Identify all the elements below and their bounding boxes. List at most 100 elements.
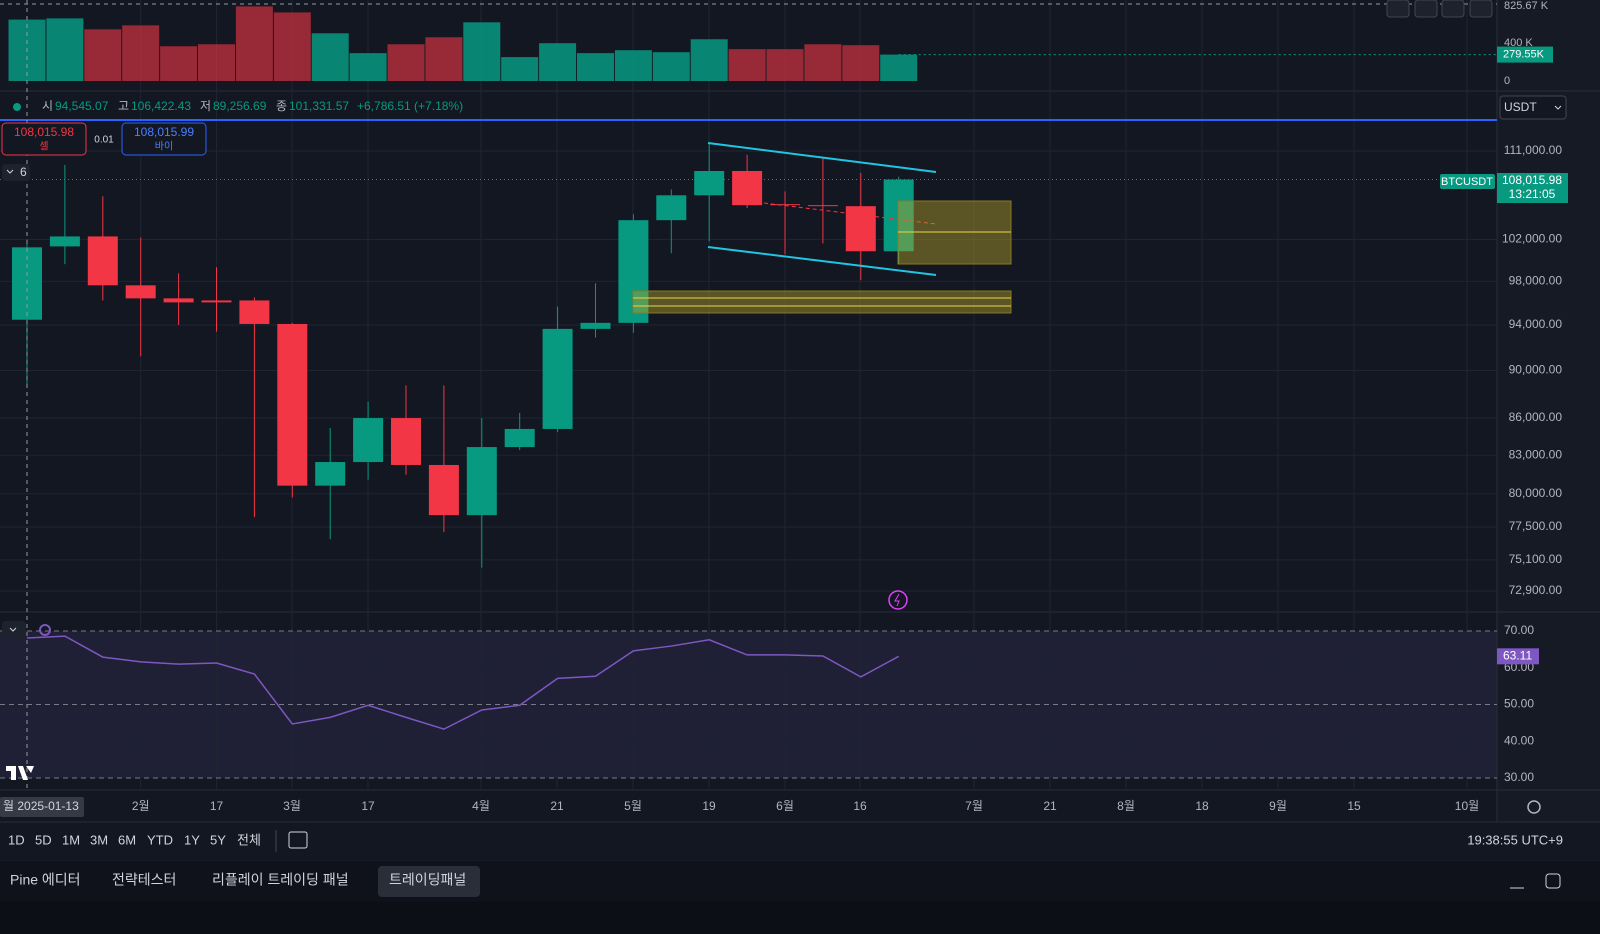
channel-line[interactable] (707, 142, 937, 173)
range-button[interactable]: 전체 (237, 832, 261, 847)
currency-label: USDT (1504, 100, 1537, 114)
candle-body (466, 447, 497, 516)
last-price-tag (1497, 173, 1568, 203)
volume-bar (122, 25, 160, 81)
candle-body (163, 298, 194, 303)
price-tick-label: 98,000.00 (1509, 274, 1563, 288)
volume-bar (46, 18, 84, 81)
x-tick-label: 16 (853, 799, 867, 813)
trend-dash[interactable] (763, 202, 937, 225)
x-tick-label: 9월 (1269, 799, 1287, 813)
volume-bar (577, 53, 614, 81)
range-button[interactable]: 5Y (210, 832, 226, 847)
volume-bar (728, 49, 766, 81)
range-button[interactable]: 1Y (184, 832, 200, 847)
order-quantity[interactable]: 0.01 (94, 135, 114, 146)
maximize-button[interactable] (1469, 0, 1493, 18)
panel-tab[interactable]: 트레이딩패널 (389, 872, 466, 888)
candle-body (542, 328, 573, 429)
price-tick-label: 83,000.00 (1509, 447, 1563, 461)
candle-body (580, 322, 611, 329)
candle-body (807, 205, 838, 207)
logo[interactable] (6, 766, 34, 780)
x-tick-label: 7월 (965, 799, 983, 813)
candle-body (87, 236, 118, 286)
volume-bar (198, 44, 235, 81)
currency-select[interactable] (1499, 95, 1567, 120)
panel-tab[interactable]: 전략테스터 (112, 872, 176, 888)
delete-button[interactable] (1414, 0, 1438, 18)
volume-current-label: 279.55K (1503, 48, 1545, 60)
x-tick-label: 19 (702, 799, 716, 813)
high-value: 106,422.43 (131, 99, 191, 113)
x-tick-label: 10월 (1455, 799, 1479, 813)
rsi-current-label: 63.11 (1503, 648, 1532, 662)
plot-background (0, 0, 1497, 822)
range-button[interactable]: 5D (35, 832, 52, 847)
range-button[interactable]: 1D (8, 832, 25, 847)
crosshair-date-tag (0, 797, 84, 817)
change-value: +6,786.51 (+7.18%) (357, 99, 463, 113)
x-tick-label: 17 (361, 799, 375, 813)
sell-button[interactable] (1, 122, 87, 156)
rsi-tick-label: 70.00 (1504, 623, 1534, 637)
candle-body (239, 300, 270, 324)
panel-tab[interactable]: 리플레이 트레이딩 패널 (212, 872, 349, 888)
bolt (894, 593, 900, 607)
sell-label: 셀 (39, 141, 48, 153)
indicator-toggle[interactable] (2, 164, 30, 181)
candle-body (201, 300, 232, 303)
move-down-button[interactable] (1386, 0, 1410, 18)
chevron (1554, 105, 1562, 110)
tab-bar (0, 861, 1600, 902)
low-label: 저 (200, 99, 211, 113)
crosshair-date: 월 2025-01-13 (3, 799, 79, 813)
symbol-tag (1440, 174, 1495, 189)
chevron (6, 169, 14, 174)
settings-icon[interactable] (1527, 800, 1541, 814)
volume-bar (425, 37, 463, 81)
price-tick-label: 90,000.00 (1509, 363, 1563, 377)
range-button[interactable]: YTD (147, 832, 173, 847)
volume-bar (501, 57, 539, 81)
support-zone[interactable] (632, 290, 1012, 314)
maximize-icon[interactable] (1545, 873, 1561, 889)
range-button[interactable]: 6M (118, 832, 136, 847)
panel-tab[interactable]: Pine 에디터 (10, 872, 81, 888)
channel-line[interactable] (707, 246, 937, 276)
x-tick-label: 8월 (1117, 799, 1135, 813)
candle-body (353, 418, 384, 463)
volume-bar (539, 43, 577, 81)
price-tick-label: 111,000.00 (1504, 143, 1563, 157)
status-dot (13, 103, 21, 111)
sell-price: 108,015.98 (14, 125, 74, 139)
volume-tick-label: 825.67 K (1504, 0, 1549, 12)
rsi-tick-label: 50.00 (1504, 697, 1534, 711)
clock[interactable]: 19:38:55 UTC+9 (1467, 832, 1563, 847)
volume-bar (842, 45, 880, 81)
bottom-strip (0, 902, 1600, 934)
event-icon[interactable] (888, 590, 908, 610)
range-button[interactable]: 3M (90, 832, 108, 847)
volume-bar (160, 46, 198, 81)
volume-bar (652, 52, 690, 81)
x-tick-label: 21 (550, 799, 564, 813)
close-value: 101,331.57 (289, 99, 349, 113)
price-tick-label: 102,000.00 (1502, 232, 1562, 246)
marks (0, 6, 1497, 730)
active-tab-bg (378, 866, 480, 897)
high-label: 고 (118, 99, 129, 113)
range-button[interactable]: 1M (62, 832, 80, 847)
buy-button[interactable] (121, 122, 207, 156)
date-range-icon[interactable] (288, 831, 308, 849)
collapse-button[interactable] (1441, 0, 1465, 18)
candle-body (391, 418, 421, 465)
volume-bar (273, 12, 311, 82)
volume-current-tag (1497, 46, 1553, 63)
x-tick-label: 15 (1347, 799, 1361, 813)
rsi-settings-icon[interactable] (39, 624, 51, 636)
candle-body (732, 170, 763, 206)
volume-bar (84, 29, 122, 82)
